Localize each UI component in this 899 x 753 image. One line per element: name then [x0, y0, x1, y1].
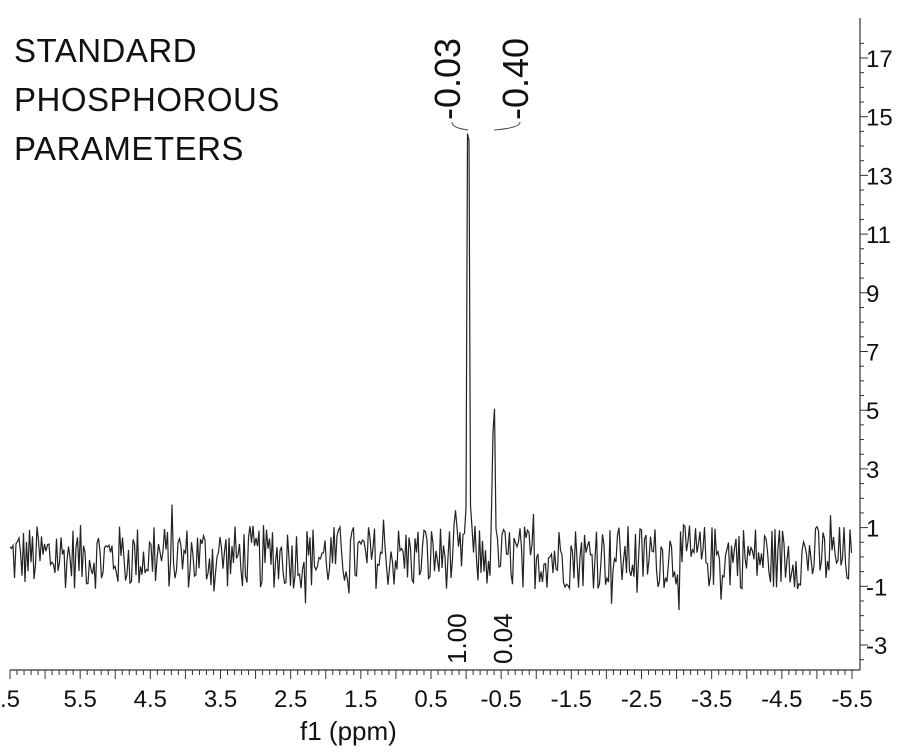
- y-axis-ticks: 17 15 13 11 9 7 5 3 1 -1 -3: [860, 42, 893, 661]
- y-tick-label: 5: [866, 398, 879, 425]
- peak-connector: [451, 121, 469, 131]
- y-tick-label: 17: [866, 46, 893, 73]
- y-tick-label: 15: [866, 105, 893, 132]
- y-tick-label: 7: [866, 340, 879, 367]
- y-tick-label: 11: [866, 222, 891, 249]
- peak-label-group: -0.40: [494, 38, 536, 131]
- x-tick-label: 3.5: [204, 686, 237, 713]
- integral-label: 0.04: [488, 613, 518, 664]
- y-tick-label: 13: [866, 163, 893, 190]
- title-line-2: PHOSPHOROUS: [14, 81, 280, 118]
- y-tick-label: -3: [866, 633, 887, 660]
- y-tick-label: 3: [866, 457, 879, 484]
- x-axis-ticks: .5 5.5 4.5 3.5 2.5 1.5 0.5 -0.5 -1.5 -2.5 -3.5 -4.5…: [0, 670, 873, 713]
- x-tick-label: 0.5: [414, 686, 447, 713]
- peak-label-group: -0.03: [427, 38, 469, 131]
- peak-labels: -0.03 -0.40: [427, 38, 536, 131]
- x-tick-label: 1.5: [344, 686, 377, 713]
- x-tick-label: 5.5: [63, 686, 96, 713]
- peak-label: -0.40: [495, 38, 536, 120]
- chart-title: STANDARD PHOSPHOROUS PARAMETERS: [14, 26, 280, 173]
- y-tick-label: 1: [866, 516, 879, 543]
- x-tick-label: -2.5: [621, 686, 662, 713]
- x-tick-label: -3.5: [691, 686, 732, 713]
- integral-labels: 1.00 0.04: [442, 613, 518, 664]
- x-tick-label: -1.5: [551, 686, 592, 713]
- title-line-3: PARAMETERS: [14, 130, 244, 167]
- spectrum-trace: [9, 133, 853, 611]
- peak-label: -0.03: [427, 38, 468, 120]
- x-tick-label: 4.5: [134, 686, 167, 713]
- integral-label: 1.00: [442, 613, 472, 664]
- x-tick-label: -5.5: [831, 686, 872, 713]
- peak-connector: [494, 121, 521, 131]
- title-line-1: STANDARD: [14, 32, 198, 69]
- x-axis-label: f1 (ppm): [300, 716, 397, 746]
- x-tick-label: 2.5: [274, 686, 307, 713]
- x-tick-label: .5: [0, 686, 20, 713]
- x-tick-label: -0.5: [480, 686, 521, 713]
- y-tick-label: 9: [866, 281, 879, 308]
- y-tick-label: -1: [866, 574, 887, 601]
- x-tick-label: -4.5: [761, 686, 802, 713]
